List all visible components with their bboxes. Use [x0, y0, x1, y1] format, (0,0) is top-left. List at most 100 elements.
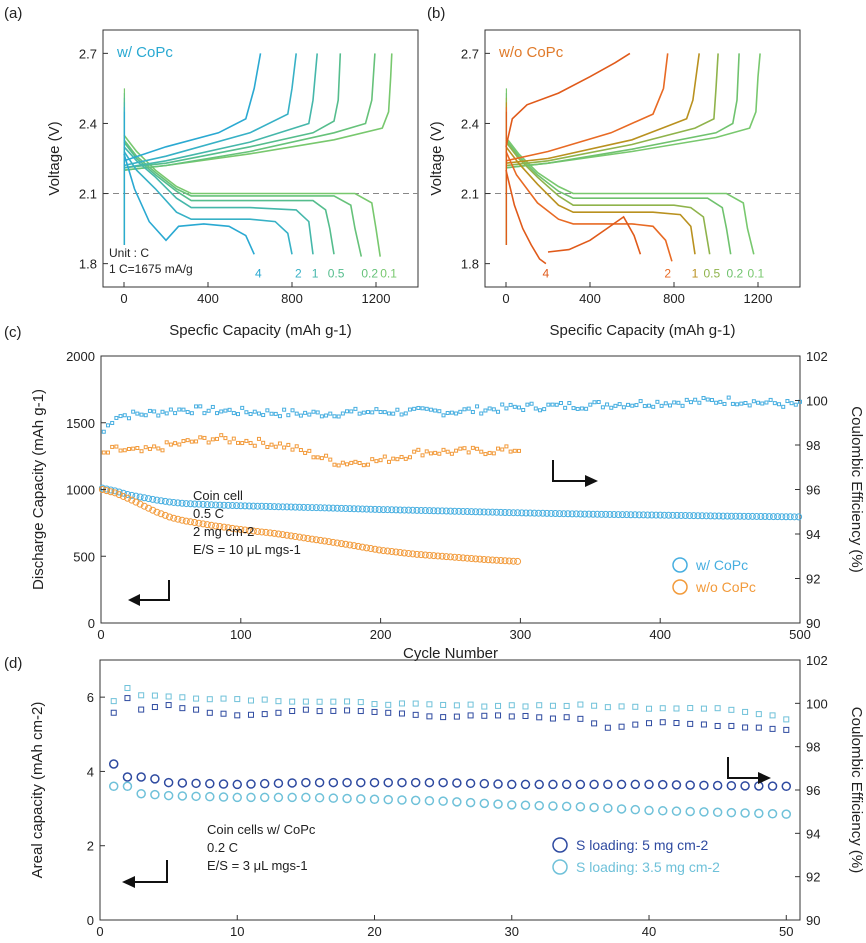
panel-d-capacity-point: [685, 806, 695, 817]
panel-d-ce-point: [247, 697, 254, 704]
panel-c-capacity-point: [149, 506, 157, 514]
panel-c-capacity-point: [212, 522, 220, 530]
panel-c-ce-point: [231, 411, 236, 416]
panel-c-capacity-point: [283, 503, 291, 511]
panel-a-rate-label-3: 0.5: [328, 267, 345, 281]
panel-a-charge-curve-4: [123, 53, 262, 162]
panel-b-x-axis-label: Specific Capacity (mAh g-1): [550, 322, 736, 339]
panel-c-ce-point: [705, 397, 710, 402]
panel-c-ce-point: [730, 401, 735, 406]
panel-c-capacity-point: [325, 504, 333, 512]
panel-c-capacity-point: [266, 503, 274, 511]
panel-d-ce-point: [522, 703, 529, 710]
panel-c-ce-point: [277, 441, 282, 446]
panel-c-ce-point: [269, 442, 274, 447]
panel-c-capacity-point: [388, 548, 396, 556]
panel-c-capacity-point: [354, 505, 362, 513]
panel-d-legend-marker-0: [552, 837, 568, 853]
panel-c-capacity-point: [434, 552, 442, 560]
panel-d-right-ytick-label-5: 100: [806, 696, 828, 711]
panel-c-ce-point: [198, 404, 203, 409]
panel-c-series-0: [98, 484, 803, 521]
panel-c-ce-point: [282, 407, 287, 412]
panel-label-d: (d): [4, 655, 22, 672]
panel-c-capacity-point: [216, 523, 224, 531]
panel-c-ce-point: [462, 446, 467, 451]
panel-c-capacity-point: [413, 506, 421, 514]
panel-c-ce-point: [131, 446, 136, 451]
panel-c-capacity-point: [396, 506, 404, 514]
panel-d-ce-point: [577, 715, 584, 722]
panel-c-ce-point: [206, 408, 211, 413]
panel-d-capacity-point: [548, 779, 558, 790]
panel-c-ce-point: [202, 435, 207, 440]
panel-c-capacity-point: [124, 490, 132, 498]
panel-a-x-axis-label: Specfic Capacity (mAh g-1): [169, 322, 352, 339]
panel-c-ce-point: [592, 400, 597, 405]
panel-c-capacity-point: [761, 513, 769, 521]
panel-d-capacity-point: [163, 777, 174, 788]
panel-a-xtick-label-1: 400: [197, 291, 219, 306]
panel-d-capacity-point: [356, 794, 366, 804]
panel-d-ce-point: [206, 696, 213, 703]
panel-c-ce-point: [751, 399, 756, 404]
panel-c-capacity-point: [203, 521, 211, 529]
panel-c-ce-point: [718, 399, 723, 404]
panel-c-capacity-point: [312, 504, 320, 512]
panel-c-ce-point: [407, 455, 412, 460]
panel-c-ce-point: [676, 400, 681, 405]
panel-b-xtick-label-0: 0: [502, 291, 509, 306]
panel-d-ce-point: [124, 695, 131, 702]
panel-d-capacity-point: [740, 808, 750, 818]
panel-d-capacity-point: [699, 807, 709, 817]
panel-d-frame: [99, 659, 801, 921]
panel-d-ce-point: [453, 713, 460, 720]
panel-c-capacity-point: [564, 510, 572, 518]
panel-d-capacity-point: [726, 807, 737, 818]
panel-c-capacity-point: [119, 492, 127, 500]
panel-c-ce-point: [512, 448, 517, 453]
panel-c-capacity-point: [316, 536, 324, 544]
panel-c-capacity-point: [438, 507, 446, 515]
panel-d-ce-point: [261, 711, 268, 718]
panel-d-ce-point: [165, 693, 172, 700]
panel-c-capacity-point: [140, 494, 148, 502]
panel-b-rate-label-4: 0.2: [727, 267, 744, 281]
panel-c-ce-point: [370, 457, 375, 462]
panel-d-capacity-point: [685, 780, 695, 790]
panel-c-ce-point: [290, 447, 295, 452]
panel-c-capacity-point: [526, 509, 534, 517]
panel-c-ce-point: [101, 450, 106, 455]
panel-c-ce-point: [458, 446, 463, 451]
panel-c-ce-point: [726, 395, 731, 400]
panel-d-capacity-point: [507, 779, 517, 790]
panel-d-ce-point: [398, 710, 405, 717]
panel-d-capacity-point: [671, 806, 682, 816]
panel-b-discharge-curve-2: [505, 151, 673, 262]
panel-c-capacity-point: [333, 504, 341, 512]
panel-c-capacity-point: [795, 513, 803, 521]
panel-c-ce-point: [340, 411, 345, 416]
panel-c-capacity-point: [228, 524, 236, 532]
panel-b-charge-curve-0.1: [505, 53, 761, 169]
panel-c-capacity-point: [426, 551, 434, 559]
panel-c-ce-point: [445, 449, 450, 454]
panel-c-capacity-point: [350, 542, 358, 550]
panel-c-capacity-point: [249, 527, 257, 535]
panel-c-capacity-point: [727, 512, 735, 520]
panel-c-capacity-point: [241, 502, 249, 510]
panel-c-capacity-point: [673, 511, 681, 519]
panel-c-capacity-point: [438, 552, 446, 560]
panel-c-capacity-point: [518, 509, 526, 517]
panel-c-capacity-point: [245, 502, 253, 510]
panel-d-ce-point: [508, 713, 515, 720]
panel-d-series-2: [110, 695, 790, 733]
panel-c-ce-point: [135, 411, 140, 416]
panel-c-ce-point: [345, 409, 350, 414]
panel-c-series-1: [98, 486, 522, 565]
panel-c-ce-point: [114, 415, 119, 420]
panel-c-note-2: 2 mg cm-2: [193, 524, 254, 539]
panel-c-ce-point: [508, 449, 513, 454]
panel-d-ce-point: [577, 701, 584, 708]
panel-d-capacity-point: [754, 808, 764, 819]
